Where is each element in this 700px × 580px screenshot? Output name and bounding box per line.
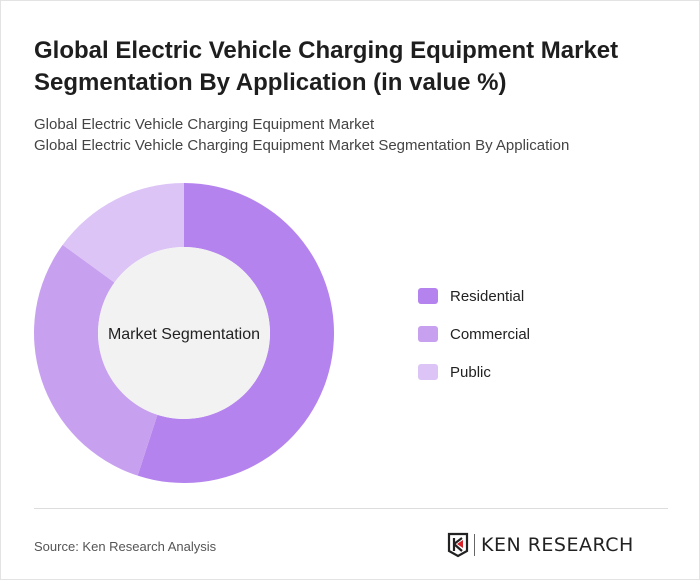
chart-title: Global Electric Vehicle Charging Equipme… [34, 37, 619, 96]
logo-divider [474, 534, 475, 556]
slice-commercial[interactable] [33, 244, 158, 476]
legend-item-public[interactable]: Public [418, 362, 491, 382]
legend-label: Residential [450, 287, 525, 305]
logo-text: KEN RESEARCH [481, 534, 634, 556]
donut-hole [98, 247, 270, 419]
source-note: Source: Ken Research Analysis [34, 539, 217, 554]
legend-swatch [418, 326, 438, 342]
legend-label: Public [450, 363, 491, 381]
legend-swatch [418, 364, 438, 380]
donut-chart: Market Segmentation [33, 183, 334, 483]
legend-label: Commercial [450, 325, 531, 343]
ken-research-logo: KEN RESEARCH [447, 532, 634, 558]
legend-item-commercial[interactable]: Commercial [418, 324, 530, 344]
slice-residential[interactable] [137, 183, 334, 483]
center-label: Market Segmentation [108, 326, 260, 343]
legend-item-residential[interactable]: Residential [418, 286, 524, 306]
divider [34, 508, 668, 509]
ken-logo-icon [447, 532, 469, 558]
legend-swatch [418, 288, 438, 304]
slice-public[interactable] [62, 183, 185, 283]
chart-subtitle-2: Global Electric Vehicle Charging Equipme… [34, 137, 570, 154]
chart-subtitle-1: Global Electric Vehicle Charging Equipme… [34, 116, 375, 133]
